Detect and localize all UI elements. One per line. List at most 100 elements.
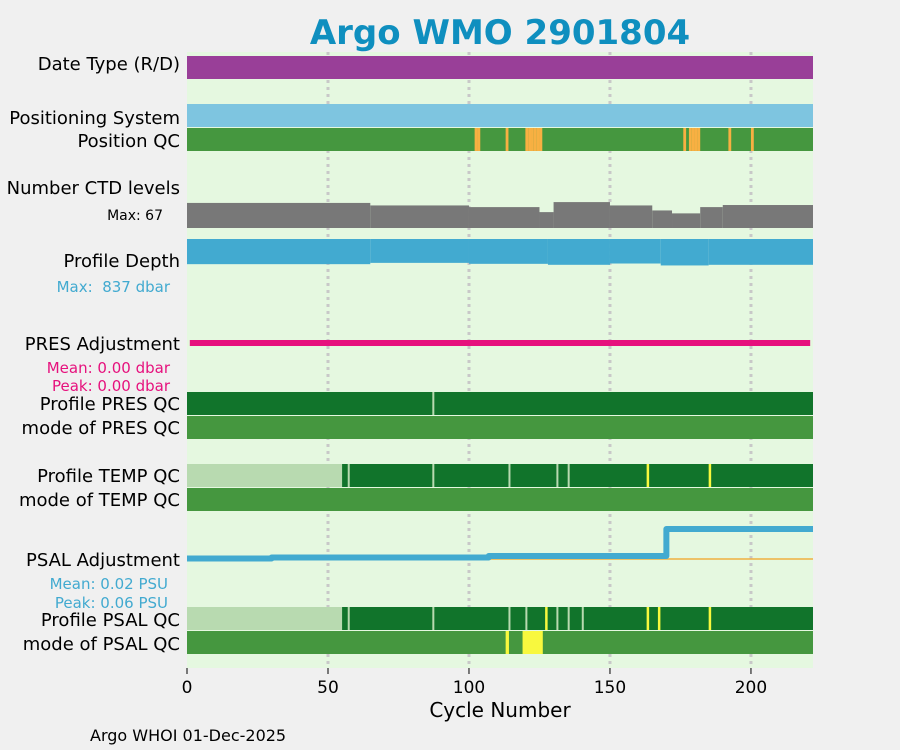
mode-psal-qc-flag [528,631,532,654]
x-axis-label: Cycle Number [429,698,571,722]
ctd-levels-bar [652,210,673,228]
position-qc-flag [533,128,537,151]
label-profile-temp-qc: Profile TEMP QC [37,466,180,487]
profile-psal-qc-flag [657,607,661,630]
row-labels: Date Type (R/D) Positioning System Posit… [7,54,180,655]
mode-psal-qc-flag [536,631,540,654]
label-date-type: Date Type (R/D) [38,54,180,75]
position-qc-flag [688,128,692,151]
profile-depth-bar [708,239,813,265]
profile-psal-qc-flag [545,607,548,630]
label-pres-mean: Mean: 0.00 dbar [47,359,171,377]
position-qc-flag [750,128,754,151]
label-position-qc: Position QC [77,131,180,152]
date-type-bar [187,56,813,79]
position-qc-bar [187,128,813,151]
label-ctd-levels: Number CTD levels [7,178,180,199]
profile-psal-qc-flag [347,607,350,630]
ctd-levels-bar [553,202,610,228]
profile-psal-qc-flag [525,607,528,630]
mode-psal-qc-flag [531,631,535,654]
mode-psal-qc-bar [187,631,813,654]
position-qc-flag [531,128,534,151]
profile-depth-bar [660,239,709,266]
position-qc-flag [525,128,529,151]
x-tick-label: 50 [317,678,339,698]
position-qc-flag [528,128,532,151]
x-tick-label: 200 [735,678,767,698]
label-profile-psal-qc: Profile PSAL QC [41,610,180,631]
profile-temp-qc-flag [432,464,435,487]
profile-depth-bar [468,239,548,264]
positioning-system-bar [187,104,813,127]
profile-temp-qc-bar [187,464,813,487]
label-psal-mean: Mean: 0.02 PSU [50,575,168,593]
chart-title: Argo WMO 2901804 [310,13,690,53]
ctd-levels-bar [539,212,554,228]
footer-credit: Argo WHOI 01-Dec-2025 [90,726,286,745]
profile-psal-qc-flag [432,607,435,630]
position-qc-flag [474,128,478,151]
label-ctd-max: Max: 67 [107,208,163,224]
profile-depth-bar [187,239,371,265]
profile-temp-qc-flag [708,464,712,487]
label-pres-peak: Peak: 0.00 dbar [52,377,171,395]
ctd-levels-bar [672,213,701,228]
profile-psal-qc-flag [581,607,584,630]
mode-psal-qc-flag [533,631,538,654]
position-qc-flag [728,128,732,151]
profile-depth-bar [370,239,469,263]
label-depth-max: Max: 837 dbar [57,278,171,296]
profile-pres-qc-flag [432,392,435,415]
position-qc-flag [536,128,540,151]
x-tick-label: 0 [182,678,193,698]
ctd-levels-bar [700,207,723,228]
mode-psal-qc-flag [539,631,543,654]
mode-temp-qc-bar [187,488,813,511]
psal-adjustment-line [187,526,813,562]
x-tick-label: 100 [453,678,485,698]
profile-psal-qc-bar [187,607,813,630]
profile-temp-qc-flag [567,464,570,487]
profile-psal-qc-flag [646,607,650,630]
label-mode-psal-qc: mode of PSAL QC [23,634,180,655]
mode-psal-qc-flag [525,631,529,654]
position-qc-flag [691,128,695,151]
label-positioning-system: Positioning System [9,108,180,129]
profile-psal-qc-flag [556,607,559,630]
profile-temp-qc-flag [556,464,559,487]
profile-pres-qc-bar [187,392,813,415]
profile-psal-qc-light [187,607,343,630]
mode-psal-qc-flag [505,631,509,654]
profile-temp-qc-flag [347,464,350,487]
mode-psal-qc-flag [522,631,526,654]
x-axis: 0 50 100 150 200 [182,668,767,698]
plot-background [187,52,813,668]
label-pres-adjustment: PRES Adjustment [25,334,180,355]
profile-psal-qc-flag [708,607,712,630]
ctd-levels-bar [468,207,540,228]
position-qc-flag [683,128,687,151]
plot-area [187,52,813,668]
mode-pres-qc-bar [187,416,813,439]
profile-psal-qc-flag [508,607,511,630]
label-profile-pres-qc: Profile PRES QC [40,394,180,415]
position-qc-flag [505,128,509,151]
position-qc-flag [539,128,543,151]
profile-temp-qc-light [187,464,343,487]
x-tick-label: 150 [594,678,626,698]
label-psal-adjustment: PSAL Adjustment [26,550,180,571]
label-mode-temp-qc: mode of TEMP QC [19,490,180,511]
label-psal-peak: Peak: 0.06 PSU [55,594,168,612]
ctd-levels-bar [187,202,371,228]
position-qc-flag [694,128,698,151]
ctd-levels-bar [370,205,469,228]
profile-depth-bar [609,239,661,264]
label-mode-pres-qc: mode of PRES QC [22,418,180,439]
position-qc-flag [697,128,701,151]
profile-psal-qc-flag [567,607,570,630]
position-qc-flag [477,128,481,151]
ctd-levels-bar [722,205,813,228]
label-profile-depth: Profile Depth [63,251,180,272]
